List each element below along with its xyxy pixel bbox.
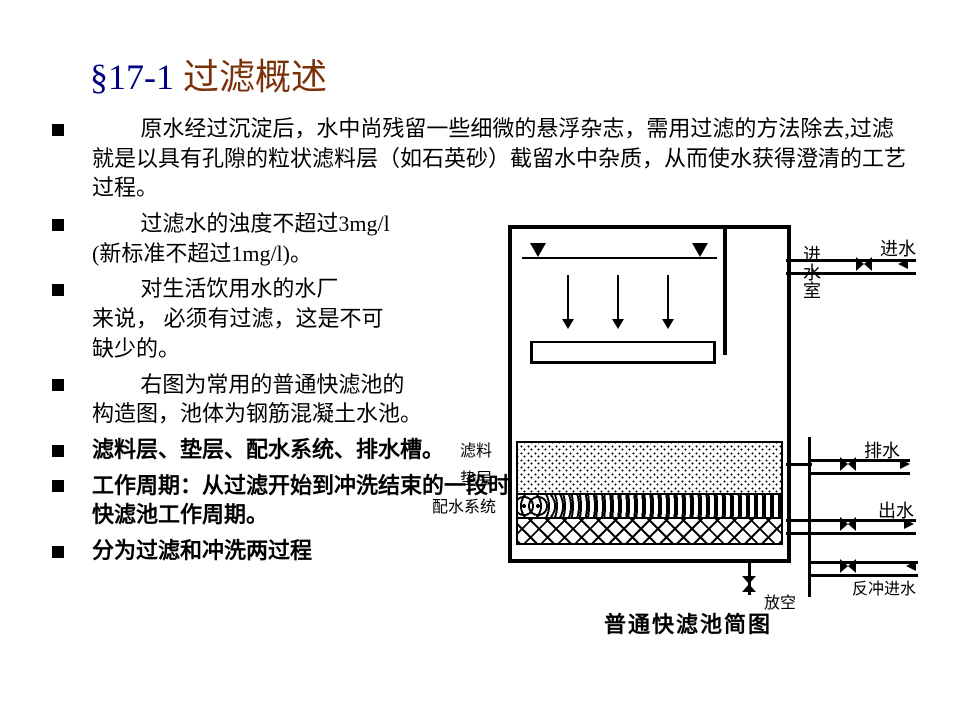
flow-arrow-icon	[617, 275, 619, 327]
flow-arrow-icon	[667, 275, 669, 327]
text: 滤料层、垫层、配水系统、排水槽。	[92, 437, 444, 462]
label-inlet-chamber: 进水室	[798, 245, 824, 299]
flow-arrow-icon	[567, 275, 569, 327]
text: (新标准不超过1mg/l)。	[92, 241, 312, 266]
filter-diagram: 进水 进水室 排水 出水 反冲进水 放空 滤料 垫层 配水系统 普通快滤池简图	[448, 205, 928, 635]
valve-icon	[856, 257, 872, 271]
valve-icon	[840, 457, 856, 471]
text: 原水经过沉淀后，水中尚残留一些细微的悬浮杂志，需用过滤的方法除去,过滤就是以具有…	[92, 116, 906, 200]
label-inlet: 进水	[880, 235, 916, 261]
label-filter-media: 滤料	[460, 437, 492, 461]
label-drain: 排水	[864, 437, 900, 463]
slide-title: §17-1 过滤概述	[90, 48, 920, 100]
valve-icon	[840, 559, 856, 573]
bullet-intro: 原水经过沉淀后，水中尚残留一些细微的悬浮杂志，需用过滤的方法除去,过滤就是以具有…	[80, 114, 912, 203]
arrow-icon	[906, 561, 916, 571]
diagram-caption: 普通快滤池简图	[448, 607, 928, 639]
label-backwash: 反冲进水	[852, 575, 916, 599]
filter-media-layer	[516, 441, 783, 495]
distribution-system	[516, 517, 783, 545]
valve-icon	[840, 517, 856, 531]
title-name: 过滤概述	[183, 57, 327, 97]
wash-trough	[530, 341, 716, 364]
slide: §17-1 过滤概述 原水经过沉淀后，水中尚残留一些细微的悬浮杂志，需用过滤的方…	[0, 0, 960, 602]
valve-icon	[742, 576, 756, 592]
arrow-icon	[900, 459, 910, 469]
inlet-chamber-wall	[723, 229, 727, 355]
water-surface	[522, 257, 717, 259]
text: 右图为常用的普通快滤池的	[140, 372, 404, 397]
text: 构造图，池体为钢筋混凝土水池。	[92, 401, 422, 426]
label-dist-system: 配水系统	[432, 493, 496, 517]
label-support-layer: 垫层	[460, 465, 492, 489]
support-layer	[516, 493, 783, 519]
label-outlet: 出水	[878, 497, 914, 523]
tank	[508, 225, 791, 563]
text: 缺少的。	[92, 336, 180, 361]
water-mark-icon	[530, 243, 546, 257]
water-mark-icon	[692, 243, 708, 257]
pipe	[786, 463, 812, 466]
title-section: §17-1	[90, 57, 174, 97]
text: 来说， 必须有过滤，这是不可	[92, 306, 384, 331]
text: 过滤水的浊度不超过3mg/l	[140, 211, 389, 236]
text: 对生活饮用水的水厂	[140, 276, 338, 301]
text: 分为过滤和冲洗两过程	[92, 538, 312, 563]
